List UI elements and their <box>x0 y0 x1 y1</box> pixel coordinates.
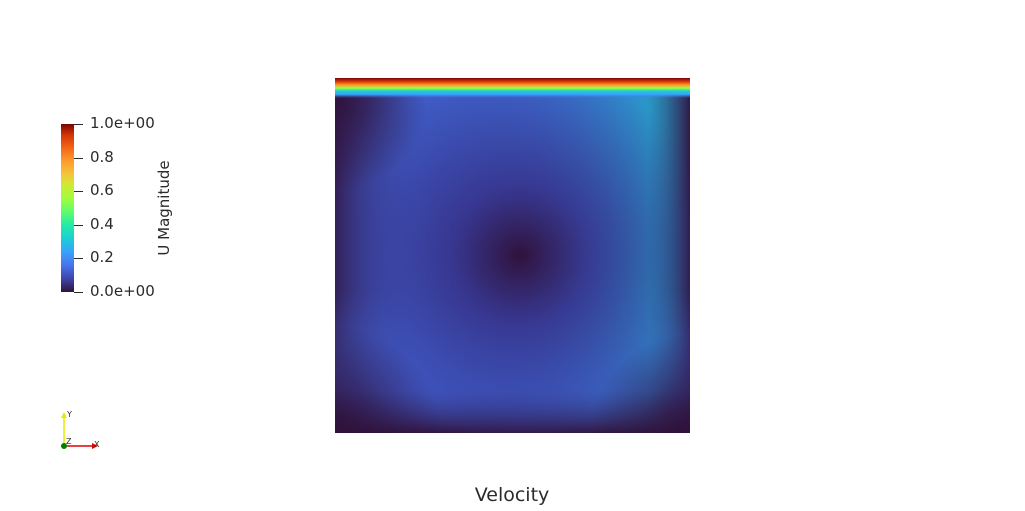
axis-label-z: Z <box>66 437 72 446</box>
colorbar-tick-label: 0.8 <box>90 148 114 166</box>
velocity-field-plot[interactable] <box>335 78 690 433</box>
colorbar-tick-label: 0.6 <box>90 181 114 199</box>
orientation-axes: Y Z X <box>61 410 100 449</box>
colorbar-tick <box>74 258 83 259</box>
colorbar-tick <box>74 292 83 293</box>
x-axis-arrow <box>92 443 98 449</box>
colorbar-tick <box>74 124 83 125</box>
y-axis-arrow <box>61 412 67 418</box>
colorbar-tick <box>74 225 83 226</box>
colorbar-tick-label: 0.4 <box>90 215 114 233</box>
colorbar-title: U Magnitude <box>155 160 173 256</box>
chart-title: Velocity <box>474 484 550 506</box>
colorbar-tick-label: 0.2 <box>90 248 114 266</box>
axis-label-x: X <box>94 440 100 449</box>
colorbar <box>61 124 74 292</box>
z-axis-dot <box>61 443 67 449</box>
colorbar-tick <box>74 191 83 192</box>
colorbar-tick-label: 1.0e+00 <box>90 114 155 132</box>
axis-label-y: Y <box>66 410 72 419</box>
colorbar-tick <box>74 158 83 159</box>
colorbar-tick-label: 0.0e+00 <box>90 282 155 300</box>
